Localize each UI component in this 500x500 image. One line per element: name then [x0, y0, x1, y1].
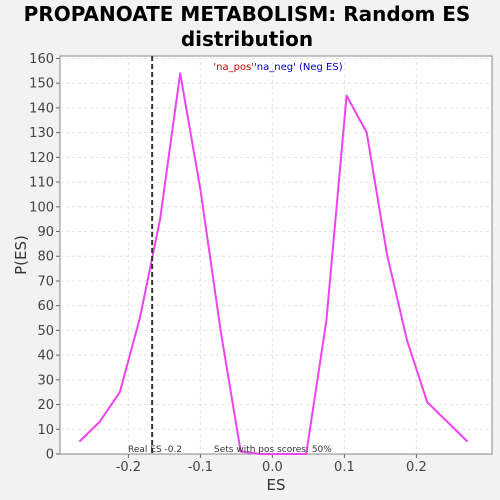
y-tick-label: 110	[29, 176, 54, 191]
pos-scores-annotation: Sets with pos scores: 50%	[214, 445, 332, 455]
y-tick-label: 60	[37, 299, 54, 314]
y-tick-label: 40	[37, 349, 54, 364]
y-tick-label: 130	[29, 126, 54, 141]
plot-area	[59, 55, 493, 455]
es-distribution-line	[78, 72, 469, 455]
y-axis-label: P(ES)	[12, 235, 30, 275]
y-tick-label: 10	[37, 423, 54, 438]
x-axis-ticks: -0.2 -0.1 0.0 0.1 0.2	[116, 454, 427, 475]
y-axis-ticks: 0 10 20 30 40 50 60 70 80 90 100 110 120 130 140 150 160	[29, 52, 60, 463]
real-es-label: Real ES -0.2	[128, 445, 182, 455]
x-tick-label: 0.0	[262, 460, 283, 475]
x-axis-label: ES	[267, 476, 286, 494]
y-tick-label: 0	[46, 448, 54, 463]
y-tick-label: 100	[29, 200, 54, 215]
chart-title-line1: PROPANOATE METABOLISM: Random ES	[24, 2, 471, 26]
legend: 'na_pos''na_neg' (Neg ES)	[213, 62, 342, 73]
y-tick-label: 70	[37, 274, 54, 289]
legend-neg-entry: 'na_neg' (Neg ES)	[254, 62, 343, 73]
y-tick-label: 80	[37, 250, 54, 265]
y-tick-label: 30	[37, 373, 54, 388]
chart-title-line2: distribution	[181, 27, 313, 51]
y-tick-label: 20	[37, 398, 54, 413]
y-tick-label: 90	[37, 225, 54, 240]
y-tick-label: 160	[29, 52, 54, 67]
series-layer	[78, 72, 469, 455]
x-tick-label: -0.1	[188, 460, 213, 475]
y-tick-label: 140	[29, 101, 54, 116]
x-tick-label: 0.2	[406, 460, 427, 475]
y-tick-label: 120	[29, 151, 54, 166]
x-tick-label: 0.1	[334, 460, 355, 475]
y-tick-label: 150	[29, 77, 54, 92]
x-tick-label: -0.2	[116, 460, 141, 475]
grid	[60, 56, 492, 454]
legend-pos-entry: 'na_pos'	[213, 62, 254, 73]
y-tick-label: 50	[37, 324, 54, 339]
